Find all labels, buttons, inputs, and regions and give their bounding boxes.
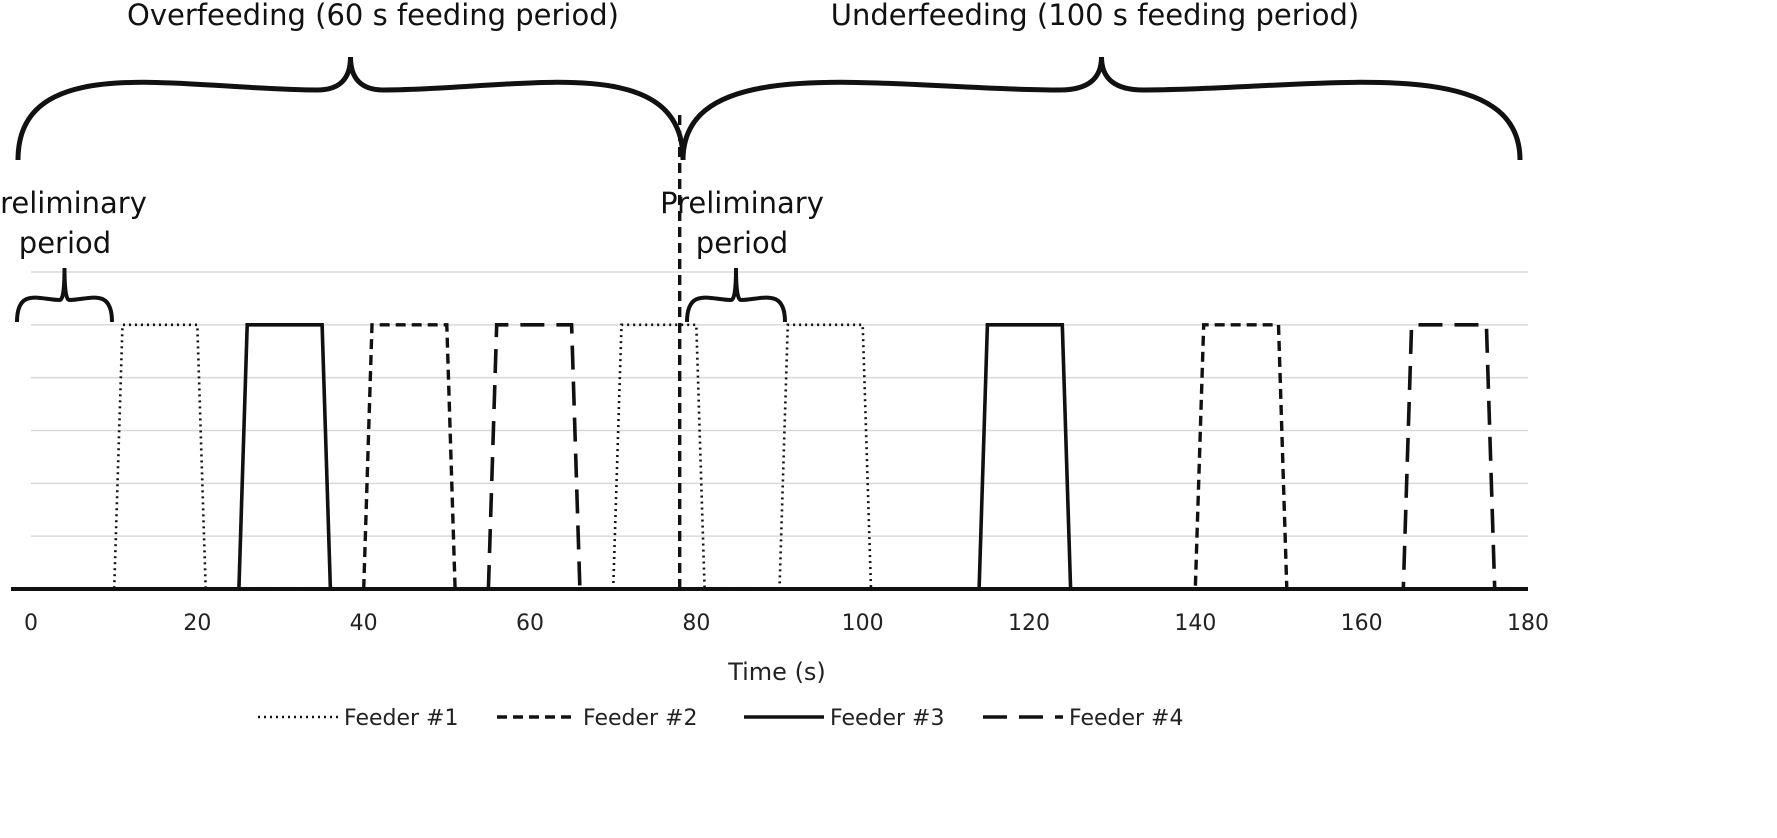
series-feeder-4-segment-0: [486, 322, 614, 591]
x-tick-label: 20: [183, 611, 211, 636]
x-tick-label: 120: [1008, 611, 1050, 636]
series-feeder-2-segment-0: [362, 323, 489, 591]
x-axis-title: Time (s): [727, 658, 826, 686]
braces: [15, 56, 1523, 323]
x-tick-label: 160: [1341, 611, 1383, 636]
series-feeder-3-segment-0: [31, 322, 364, 591]
preliminary-left-line1: Preliminary: [0, 186, 147, 220]
x-tick-labels: 0 20 40 60 80 100 120 140 160 180: [24, 611, 1549, 636]
legend-label-feeder-2: Feeder #2: [583, 706, 698, 731]
series-feeder-2-segment-2: [1070, 323, 1404, 591]
series-layer: [31, 113, 1528, 591]
preliminary-left-line2: period: [19, 226, 111, 260]
legend: Feeder #1 Feeder #2 Feeder #3 Feeder #4: [258, 706, 1184, 731]
legend-label-feeder-3: Feeder #3: [830, 706, 945, 731]
series-feeder-1-segment-1: [611, 323, 873, 591]
preliminary-right-line1: Preliminary: [660, 186, 824, 220]
gridlines: [11, 271, 1528, 591]
x-tick-label: 180: [1507, 611, 1549, 636]
overfeeding-label: Overfeeding (60 s feeding period): [127, 0, 619, 32]
legend-label-feeder-4: Feeder #4: [1069, 706, 1184, 731]
underfeeding-label: Underfeeding (100 s feeding period): [831, 0, 1359, 32]
x-tick-label: 0: [24, 611, 38, 636]
series-feeder-1-segment-0: [31, 323, 364, 591]
preliminary-left-brace: [15, 267, 114, 323]
series-feeder-3-segment-1: [862, 322, 1113, 591]
x-tick-label: 140: [1174, 611, 1216, 636]
underfeeding-brace: [680, 56, 1523, 161]
preliminary-right-line2: period: [696, 226, 788, 260]
legend-label-feeder-1: Feeder #1: [344, 706, 459, 731]
overfeeding-brace: [15, 56, 686, 161]
series-feeder-4-segment-1: [1278, 322, 1528, 591]
x-tick-label: 60: [516, 611, 544, 636]
preliminary-right-brace: [685, 267, 787, 323]
x-tick-label: 40: [350, 611, 378, 636]
x-tick-label: 100: [842, 611, 884, 636]
x-tick-label: 80: [682, 611, 710, 636]
